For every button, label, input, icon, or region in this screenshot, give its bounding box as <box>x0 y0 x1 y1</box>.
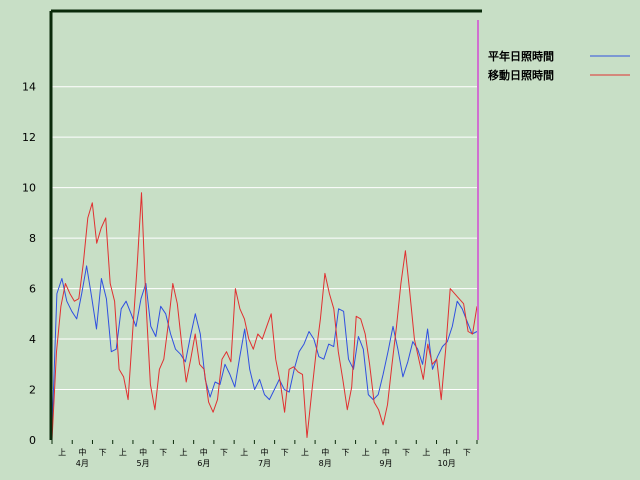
x-month-label: 9月 <box>379 459 392 468</box>
x-period-label: 中 <box>139 447 147 457</box>
x-period-label: 下 <box>281 448 289 457</box>
legend-label-0: 平年日照時間 <box>488 49 554 63</box>
x-period-label: 下 <box>463 448 471 457</box>
x-period-label: 中 <box>443 447 451 457</box>
x-axis-period-labels: 上中下上中下上中下上中下上中下上中下上中下 <box>58 447 471 457</box>
x-axis-tick-marks <box>51 440 478 444</box>
series-lines <box>51 192 478 441</box>
x-period-label: 下 <box>99 448 107 457</box>
axes <box>49 9 482 440</box>
x-period-label: 上 <box>180 448 188 457</box>
x-month-label: 7月 <box>258 459 271 468</box>
x-period-label: 上 <box>58 448 66 457</box>
x-period-label: 上 <box>240 448 248 457</box>
x-period-label: 上 <box>362 448 370 457</box>
x-period-label: 下 <box>159 448 167 457</box>
x-period-label: 下 <box>341 448 349 457</box>
x-period-label: 上 <box>119 448 127 457</box>
x-axis-month-labels: 4月 5月 6月 7月 8月 9月 10月 <box>76 459 456 468</box>
x-month-label: 5月 <box>137 459 150 468</box>
y-tick-label: 10 <box>22 182 36 195</box>
y-tick-label: 6 <box>29 283 36 296</box>
x-month-label: 10月 <box>438 459 456 468</box>
series-line-1 <box>51 192 478 441</box>
series-line-0 <box>51 265 478 433</box>
y-tick-label: 12 <box>22 131 36 144</box>
x-period-label: 下 <box>220 448 228 457</box>
x-period-label: 中 <box>200 447 208 457</box>
y-tick-label: 8 <box>29 232 36 245</box>
x-period-label: 上 <box>422 448 430 457</box>
x-period-label: 下 <box>402 448 410 457</box>
y-tick-label: 4 <box>29 333 36 346</box>
legend-label-1: 移動日照時間 <box>488 68 554 82</box>
x-period-label: 中 <box>78 447 86 457</box>
x-period-label: 上 <box>301 448 309 457</box>
x-period-label: 中 <box>382 447 390 457</box>
y-axis-tick-labels: 0 2 4 6 8 10 12 14 <box>22 81 36 447</box>
y-tick-label: 14 <box>22 81 36 94</box>
x-month-label: 6月 <box>197 459 210 468</box>
y-tick-label: 0 <box>29 434 36 447</box>
x-period-label: 中 <box>321 447 329 457</box>
grid-lines <box>51 86 478 391</box>
x-period-label: 中 <box>261 447 269 457</box>
x-month-label: 4月 <box>76 459 89 468</box>
y-tick-label: 2 <box>29 384 36 397</box>
x-month-label: 8月 <box>319 459 332 468</box>
